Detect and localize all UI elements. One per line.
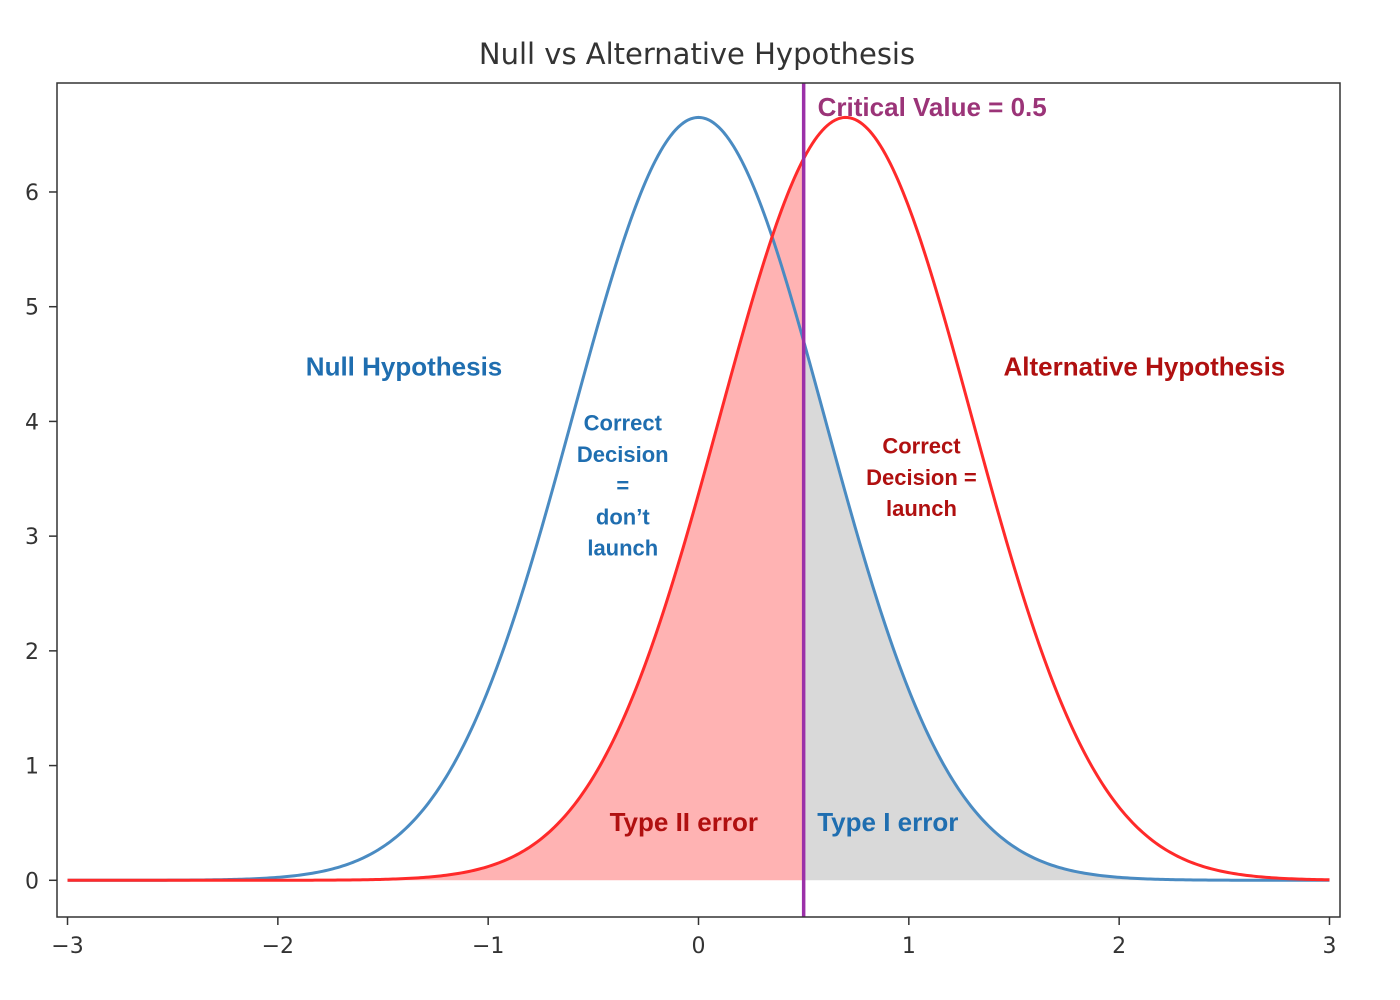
- alternative-hypothesis-curve: [67, 115, 1330, 882]
- null-hypothesis-label: Null Hypothesis: [306, 352, 502, 382]
- critical-value-label: Critical Value = 0.5: [818, 92, 1047, 122]
- correct-decision-launch-label: Correct Decision = launch: [866, 434, 977, 521]
- y-tick-label: 1: [25, 755, 39, 780]
- annotation-line: Alternative Hypothesis: [1004, 352, 1286, 382]
- y-tick-label: 2: [25, 640, 39, 665]
- y-tick-label: 5: [25, 296, 39, 321]
- x-tick-label: −2: [262, 934, 294, 959]
- annotation-line: launch: [587, 536, 658, 561]
- type-i-error-label: Type I error: [817, 807, 958, 837]
- y-tick-label: 6: [25, 181, 39, 206]
- type-ii-error-label: Type II error: [610, 807, 758, 837]
- annotation-line: Type I error: [817, 807, 958, 837]
- x-tick-label: 2: [1112, 934, 1126, 959]
- annotation-line: Correct: [882, 434, 961, 459]
- alternative-hypothesis-label: Alternative Hypothesis: [1004, 352, 1286, 382]
- annotation-line: don’t: [596, 504, 650, 529]
- annotation-line: Decision =: [866, 465, 977, 490]
- x-tick-label: 0: [692, 934, 706, 959]
- y-tick-label: 4: [25, 410, 39, 435]
- annotation-line: Correct: [584, 411, 663, 436]
- x-tick-label: −3: [51, 934, 83, 959]
- shaded-region-type-ii-error: [67, 158, 804, 881]
- x-tick-label: −1: [472, 934, 504, 959]
- y-tick-label: 0: [25, 869, 39, 894]
- annotation-line: Decision: [577, 442, 669, 467]
- chart-title: Null vs Alternative Hypothesis: [479, 37, 915, 71]
- annotation-line: Type II error: [610, 807, 758, 837]
- null-hypothesis-curve: [67, 115, 1330, 882]
- x-tick-label: 1: [902, 934, 916, 959]
- correct-decision-dont-launch-label: Correct Decision = don’t launch: [577, 411, 669, 561]
- annotation-line: Null Hypothesis: [306, 352, 502, 382]
- annotation-line: =: [616, 473, 629, 498]
- annotation-line: launch: [886, 496, 957, 521]
- shaded-region-type-i-error: [803, 341, 1330, 881]
- x-tick-label: 3: [1322, 934, 1336, 959]
- y-tick-label: 3: [25, 525, 39, 550]
